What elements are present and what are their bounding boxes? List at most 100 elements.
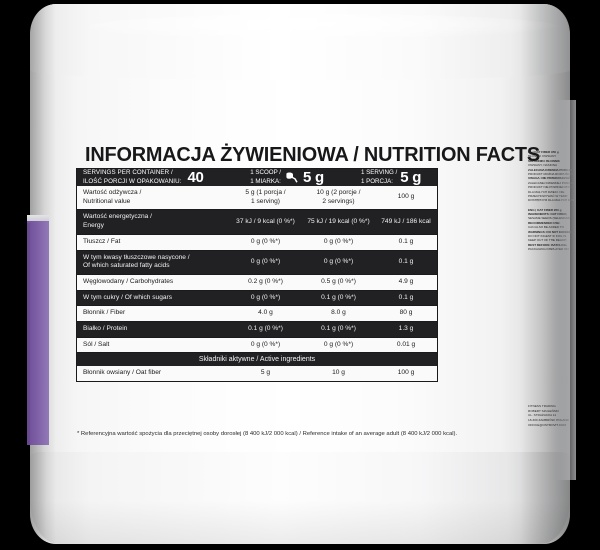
- active-ingredient-rows: Błonnik owsiany / Oat fiber 5 g 10 g 100 g: [77, 366, 437, 382]
- row-value-col2: 0 g (0 %*): [302, 338, 375, 353]
- table-row: Błonnik owsiany / Oat fiber 5 g 10 g 100 g: [77, 366, 437, 382]
- active-ingredients-header: Składniki aktywne / Active ingredients: [77, 352, 437, 367]
- row-label-pl: W tym kwasy tłuszczowe nasycone /: [83, 253, 190, 261]
- row-label-pl: Wartość energetyczna /: [83, 213, 153, 221]
- table-row: Białko / Protein 0.1 g (0 %*) 0.1 g (0 %*)…: [77, 321, 437, 337]
- row-value-col1-line1: 4.0 g: [258, 309, 273, 317]
- table-row: Tłuszcz / Fat 0 g (0 %*) 0 g (0 %*) 0.1 g: [77, 233, 437, 250]
- nutrition-rows: Wartość odżywcza / Nutritional value 5 g (…: [77, 186, 437, 353]
- page-title: INFORMACJA ŻYWIENIOWA / NUTRITION FACTS: [85, 143, 540, 167]
- side-panel-line: OWSIANY, NASIONA: [528, 163, 558, 168]
- row-label-pl: W tym cukry / Of which sugars: [83, 293, 173, 301]
- row-value-col1-line1: 5 g: [260, 369, 271, 377]
- lid-highlight: [90, 14, 560, 40]
- side-panel-line: WARNINGS: DO NOT EXCEED: [528, 229, 572, 234]
- row-value-col3: 4.9 g: [398, 277, 414, 285]
- side-panel-pl-block: PL | OAT FIBER 950 g BŁONNIK OWSIANY SKŁAD…: [528, 150, 574, 203]
- title-en: NUTRITION FACTS: [363, 143, 540, 166]
- row-value-col1-line2: 1 serving): [251, 197, 280, 205]
- row-label: Wartość odżywcza / Nutritional value: [77, 186, 229, 209]
- row-value-col3: 749 kJ / 186 kcal: [381, 217, 431, 225]
- row-value-col2: 75 kJ / 19 kcal (0 %*): [302, 210, 375, 233]
- side-panel-line: ZALECANEJ DZIENNEJ PORCJI.: [528, 180, 574, 185]
- row-value-col1-line1: 0.1 g (0 %*): [248, 325, 283, 333]
- servings-caption-pl: ILOŚĆ PORCJI W OPAKOWANIU:: [83, 177, 182, 185]
- purple-accent-cap: [27, 215, 49, 223]
- table-row: Węglowodany / Carbohydrates 0.2 g (0 %*) 0…: [77, 273, 437, 290]
- table-row: Błonnik / Fiber 4.0 g 8.0 g 80 g: [77, 305, 437, 322]
- row-label: Wartość energetyczna / Energy: [77, 210, 229, 233]
- scoop-caption-pl: 1 MIARKA:: [250, 177, 281, 185]
- row-label-en: Nutritional value: [83, 197, 131, 205]
- side-panel-line: DOSTĘPNYM DLA MAŁYCH DZIECI.: [528, 198, 574, 203]
- row-value-col2: 0.1 g (0 %*): [302, 322, 375, 337]
- manufacturer-address: FITNESS TRADING ROBERT SZULEŃSKI UL. STRAŻ…: [528, 404, 574, 427]
- side-panel-line: SESAME SEEDS (SELENIUM): [528, 216, 570, 221]
- row-value-col1: 0.1 g (0 %*): [229, 322, 302, 337]
- side-panel-line: BEST BEFORE: BATCH No.: [528, 242, 568, 247]
- side-panel-line: KEEP OUT OF THE REACH: [528, 238, 567, 243]
- side-panel-line: BŁONNIK OWSIANY: [528, 154, 557, 159]
- servings-caption: SERVINGS PER CONTAINER / ILOŚĆ PORCJI W …: [83, 169, 182, 185]
- row-label-pl: Węglowodany / Carbohydrates: [83, 277, 174, 285]
- row-label-pl: Błonnik / Fiber: [83, 309, 126, 317]
- row-value-col2-line1: 10 g (2 porcje /: [316, 189, 361, 196]
- side-panel-line: PRZECHOWYWAĆ W TEMP.: [528, 193, 568, 198]
- row-value-col2: 0.1 g (0 %*): [302, 291, 375, 306]
- side-panel-line: ZALECANA DZIENNA PORCJA: [528, 167, 572, 172]
- row-value-col3: 100 g: [397, 369, 415, 377]
- table-row: Wartość odżywcza / Nutritional value 5 g (…: [77, 186, 437, 210]
- side-panel-line: UWAGA: NIE PRZEKRACZAĆ: [528, 176, 571, 181]
- serving-caption-pl: 1 PORCJA:: [360, 177, 393, 185]
- table-row: W tym cukry / Of which sugars 0 g (0 %*) 0…: [77, 289, 437, 306]
- row-label: Błonnik owsiany / Oat fiber: [77, 366, 229, 381]
- row-label: W tym kwasy tłuszczowe nasycone / Of whic…: [77, 251, 229, 274]
- row-value-col1: 0 g (0 %*): [229, 338, 302, 353]
- row-label: Tłuszcz / Fat: [77, 235, 229, 250]
- side-panel-eng-block: ENG | OAT FIBER 950 g INGREDIENTS: OAT FI…: [528, 208, 574, 252]
- row-value-col2: 0 g (0 %*): [302, 251, 375, 274]
- side-panel-line: PRODUKT MOŻNA ROZPUŚCIĆ: [528, 171, 573, 176]
- side-panel-line: ROBERT SZULEŃSKI: [528, 408, 559, 413]
- row-value-col2-line1: 0 g (0 %*): [323, 257, 354, 265]
- right-curve-fade: [556, 100, 576, 480]
- side-panel-line: ENG | OAT FIBER 950 g: [528, 207, 562, 212]
- row-value-col1: 0 g (0 %*): [229, 251, 302, 274]
- servings-caption-en: SERVINGS PER CONTAINER /: [83, 169, 173, 177]
- title-separator: /: [347, 143, 364, 166]
- row-value-col1-line1: 37 kJ / 9 kcal (0 %*): [236, 217, 295, 225]
- row-label: Błonnik / Fiber: [77, 306, 229, 321]
- row-label-pl: Błonnik owsiany / Oat fiber: [83, 369, 162, 377]
- row-value-col1-line1: 0.2 g (0 %*): [248, 277, 283, 285]
- row-value-col3: 0.1 g: [398, 257, 414, 265]
- row-value-col2-line1: 0.5 g (0 %*): [321, 277, 356, 285]
- side-panel-line: OFFICE@OSTROVIT.COM: [528, 422, 567, 427]
- side-panel-line: 18-300 ZAMBRÓW, POLAND: [528, 417, 569, 422]
- row-value-col3: 0.1 g: [398, 237, 414, 245]
- table-header-row: SERVINGS PER CONTAINER / ILOŚĆ PORCJI W …: [77, 169, 437, 186]
- side-panel-line: DO NOT INGEST IF FOIL IS: [528, 234, 567, 239]
- row-label-pl: Wartość odżywcza /: [83, 189, 142, 196]
- row-value-col2: 8.0 g: [302, 306, 375, 321]
- tub-lid: [30, 4, 570, 80]
- row-value-col2-line1: 0 g (0 %*): [323, 237, 354, 245]
- reference-intake-footnote: * Referencyjna wartość spożycia dla prze…: [77, 431, 458, 437]
- row-value-col3: 80 g: [399, 309, 413, 317]
- row-value-col2-line1: 75 kJ / 19 kcal (0 %*): [307, 217, 370, 225]
- row-value-col2-line1: 8.0 g: [331, 309, 346, 317]
- row-value-col3: 0.1 g: [398, 293, 414, 301]
- row-label: W tym cukry / Of which sugars: [77, 291, 229, 306]
- scoop-icon: [285, 172, 299, 183]
- row-value-col2-line1: 0.1 g (0 %*): [321, 325, 356, 333]
- row-value-col3: 100 g: [397, 193, 415, 201]
- row-value-col1-line1: 0 g (0 %*): [250, 340, 281, 348]
- row-value-col3: 1.3 g: [398, 325, 414, 333]
- purple-accent-strip: [27, 221, 49, 445]
- scoop-value: 5 g: [303, 169, 324, 186]
- row-value-col1: 37 kJ / 9 kcal (0 %*): [229, 210, 302, 233]
- side-panel-line: PACKAGING DISPLAYED ON: [528, 247, 569, 252]
- row-label-pl: Białko / Protein: [83, 325, 128, 333]
- row-label-en: Of which saturated fatty acids: [83, 262, 170, 270]
- side-panel-line: UL. STRAŻACKA 11: [528, 413, 557, 418]
